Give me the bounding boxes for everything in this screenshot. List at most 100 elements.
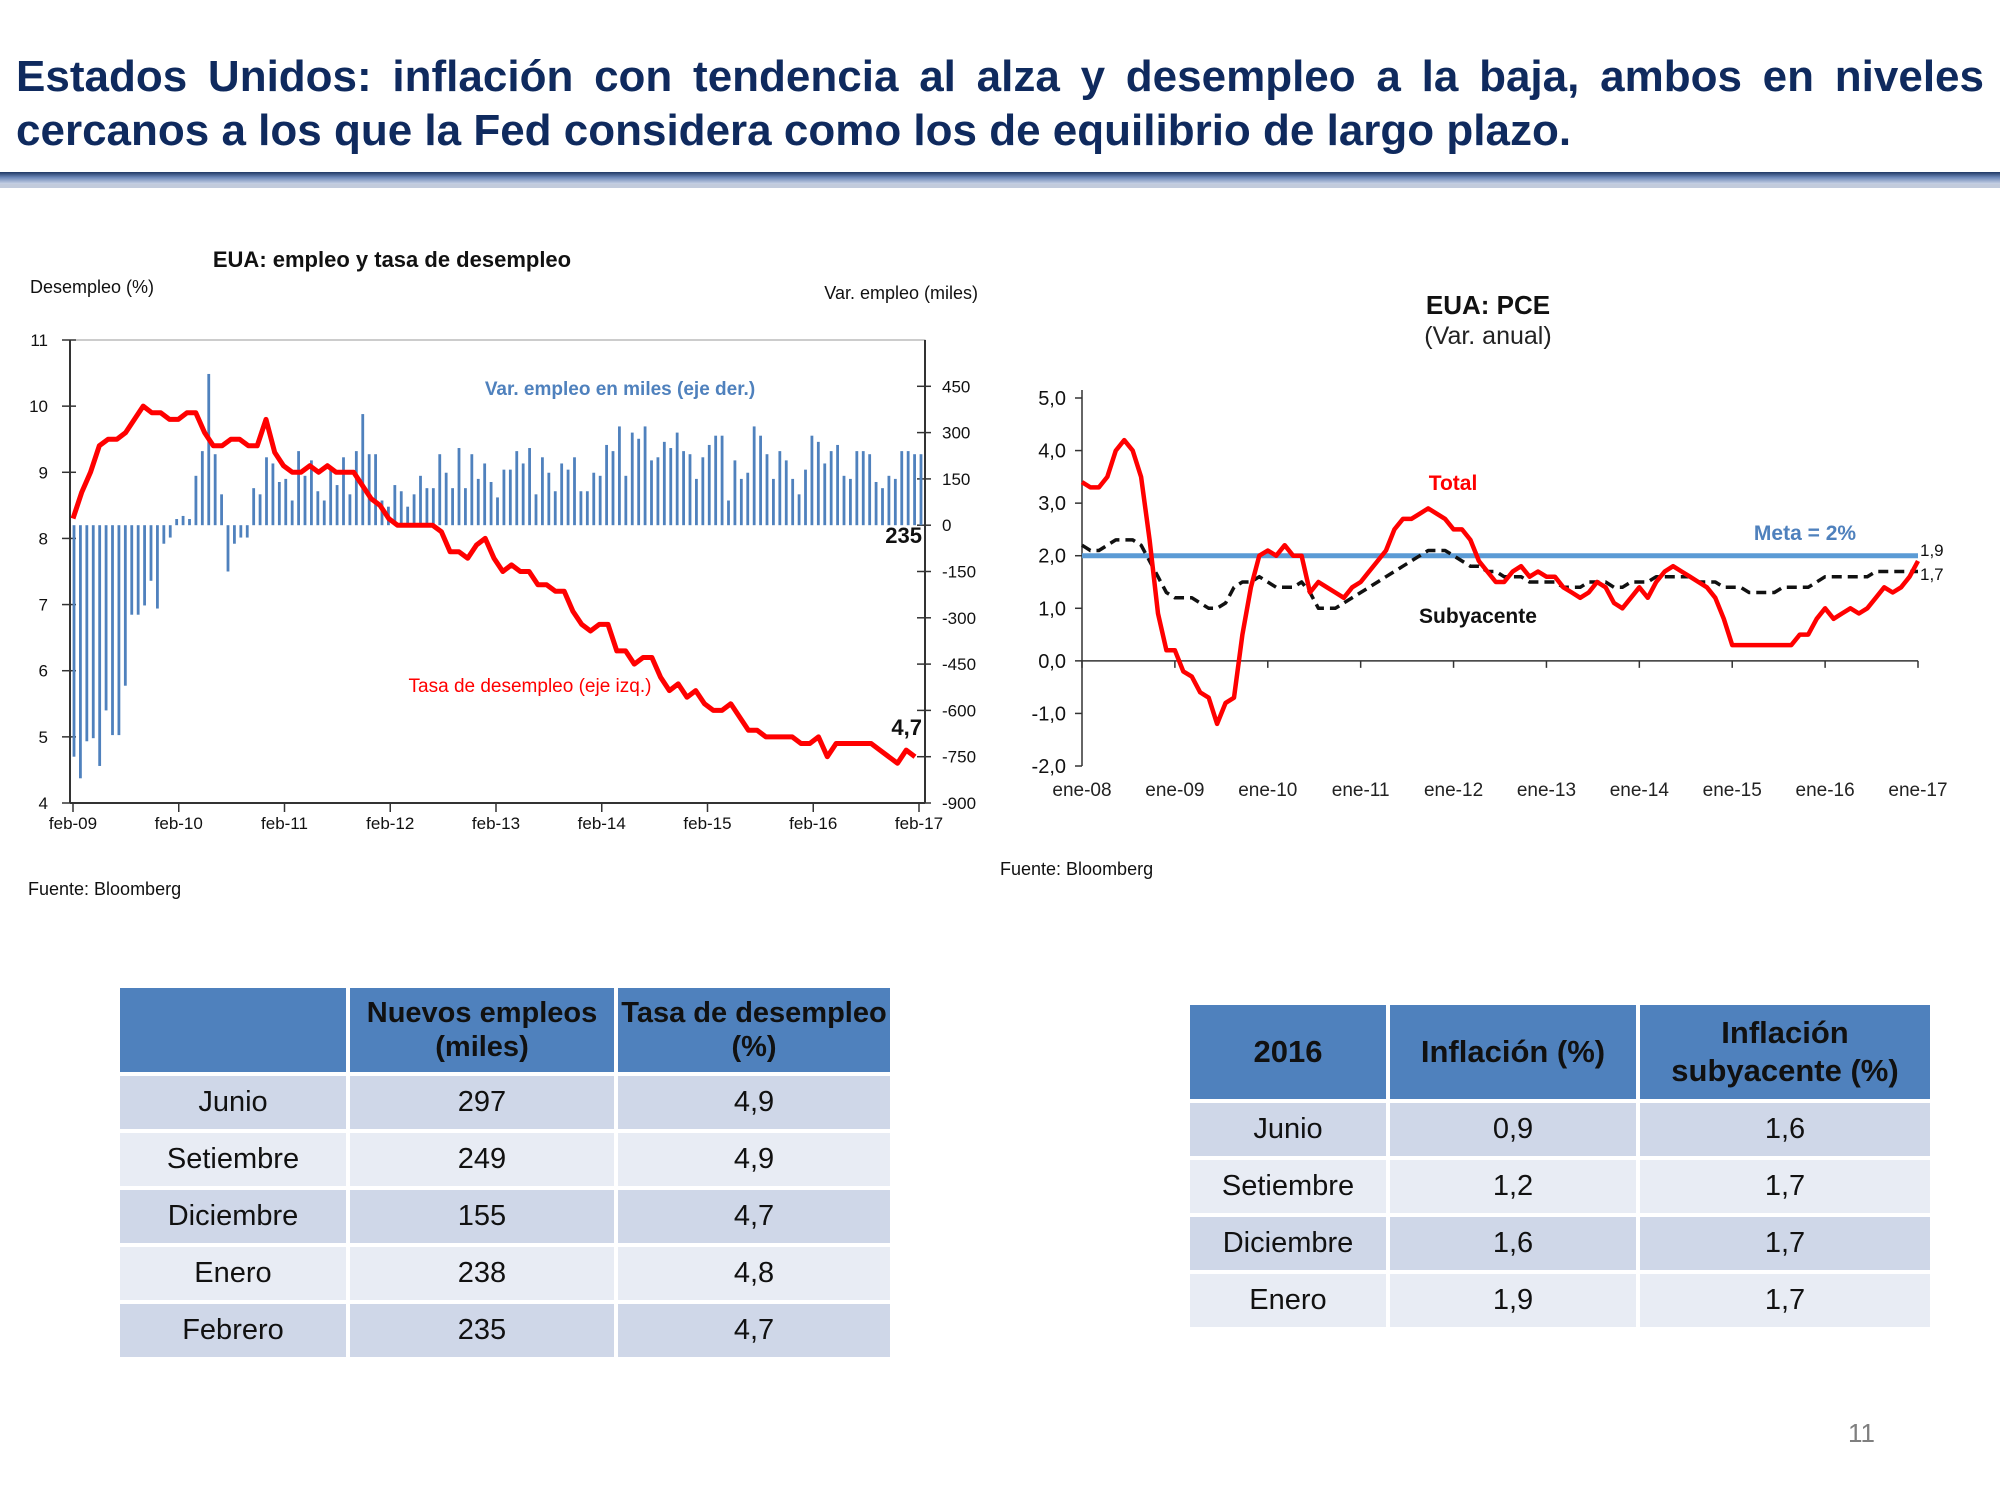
chart1-employment-bar [451,488,454,526]
chart2-y-tick-label: -1,0 [1032,703,1066,725]
chart1-employment-bar [470,454,474,526]
chart1-right-tick-label: -600 [942,701,976,720]
chart1-employment-bar [913,454,916,526]
chart1-employment-bar [175,519,179,526]
chart2-subtitle: (Var. anual) [1424,322,1551,350]
chart2-y-tick-label: 5,0 [1038,388,1066,410]
chart1-employment-bar [752,426,756,526]
chart1-employment-bar [804,469,807,526]
table1-cell-jobs: 238 [350,1247,614,1300]
chart2-end-label-total: 1,9 [1920,541,1944,560]
chart1-plot-area: 4 5 6 7 8 9 10 11 450 300 150 0 -150 -300 -450 -600 -750… [29,331,976,833]
chart1-employment-bar [200,451,204,526]
chart1-employment-bar [874,481,878,526]
table1-cell-month: Junio [120,1076,346,1129]
chart1-employment-bar [611,451,615,526]
chart1-employment-bar [310,460,313,526]
chart1-plot-frame [69,339,926,804]
table2-cell-core: 1,7 [1640,1217,1930,1270]
chart1-employment-bar [849,478,852,526]
table2-header-inflation: Inflación (%) [1390,1005,1636,1099]
chart2-x-tick-label: ene-09 [1145,780,1204,801]
chart1-employment-bar [438,454,442,526]
chart1-employment-bar [297,451,300,526]
inflation-table: 2016 Inflación (%) Inflación subyacente … [1186,1001,1934,1331]
chart1-employment-bar [605,444,608,526]
table1-cell-month: Enero [120,1247,346,1300]
chart1-employment-bar [566,469,570,526]
table2-header-year: 2016 [1190,1005,1386,1099]
chart1-employment-bar [79,525,82,779]
chart2-target-label: Meta = 2% [1754,522,1856,545]
chart1-employment-bar [316,491,320,526]
chart2-y-tick-label: -2,0 [1032,756,1066,778]
chart1-employment-bar [650,460,653,526]
chart1-employment-bar [759,435,762,526]
table-row: Junio 297 4,9 [120,1076,890,1129]
chart1-right-tick-label: 0 [942,516,951,535]
chart1-employment-bar [329,469,333,526]
table1-header-empty [120,988,346,1072]
chart1-employment-bar [823,463,827,526]
table2-cell-core: 1,6 [1640,1103,1930,1156]
chart1-x-tick-label: feb-12 [366,814,414,833]
chart1-employment-bar [277,481,281,526]
chart1-left-tick-label: 8 [39,529,48,548]
chart1-employment-bar [816,441,820,526]
table1-cell-rate: 4,9 [618,1133,890,1186]
chart1-employment-bar [784,460,788,526]
table1-cell-jobs: 235 [350,1304,614,1357]
chart1-employment-bar [521,463,525,526]
chart2-core-line [1081,538,1918,611]
chart1-employment-bar [162,525,166,544]
page-number: 11 [1848,1418,1875,1448]
chart1-annotation-235: 235 [885,523,922,548]
chart1-employment-bar [810,435,814,526]
chart1-employment-bar [130,525,134,615]
chart1-employment-bar [457,448,461,526]
chart1-employment-bar [900,451,904,526]
chart2-y-tick-label: 3,0 [1038,493,1066,515]
chart1-employment-bar [220,494,223,526]
chart1-employment-bar [335,485,339,526]
chart1-employment-bar [207,373,211,526]
chart1-employment-bar [675,432,679,526]
chart1-employment-bar [399,491,403,526]
chart1-employment-bar [374,454,377,526]
chart1-employment-bar [643,426,647,526]
table1-cell-rate: 4,7 [618,1304,890,1357]
chart1-employment-bar [143,525,146,606]
chart1-employment-bar [881,488,884,526]
chart1-employment-bar [406,506,410,526]
chart1-unemployment-line [70,403,917,766]
chart1-right-tick-label: -750 [942,748,976,767]
chart1-employment-bar [624,475,628,526]
chart1-employment-bar [573,457,576,526]
chart1-employment-bar [322,500,326,526]
chart1-employment-bar [508,469,512,526]
chart1-left-tick-label: 7 [39,596,48,615]
chart1-employment-bar [194,475,198,526]
chart1-employment-bar [714,435,718,526]
chart1-employment-bar [98,525,102,766]
chart1-left-axis-label: Desempleo (%) [30,277,154,297]
chart1-employment-bar [342,457,345,526]
chart1-employment-bar [156,525,159,609]
chart2-source: Fuente: Bloomberg [1000,859,1153,879]
chart2-x-tick-label: ene-13 [1517,780,1576,801]
chart2-x-tick-label: ene-15 [1703,780,1762,801]
chart1-employment-bar [425,488,429,526]
chart1-employment-bar [778,451,782,526]
chart1-employment-bar [707,444,711,526]
table1-cell-rate: 4,8 [618,1247,890,1300]
chart1-employment-bar [117,525,121,736]
chart1-employment-bar [496,497,499,526]
chart1-employment-bar [842,475,846,526]
chart1-employment-bar [791,478,795,526]
chart2-y-tick-label: 2,0 [1038,546,1066,568]
chart1-x-tick-label: feb-10 [155,814,203,833]
table-row: Diciembre 1,6 1,7 [1190,1217,1930,1270]
chart1-x-tick-label: feb-17 [895,814,943,833]
chart1-employment-bar [868,454,872,526]
chart1-employment-bar [630,432,634,526]
